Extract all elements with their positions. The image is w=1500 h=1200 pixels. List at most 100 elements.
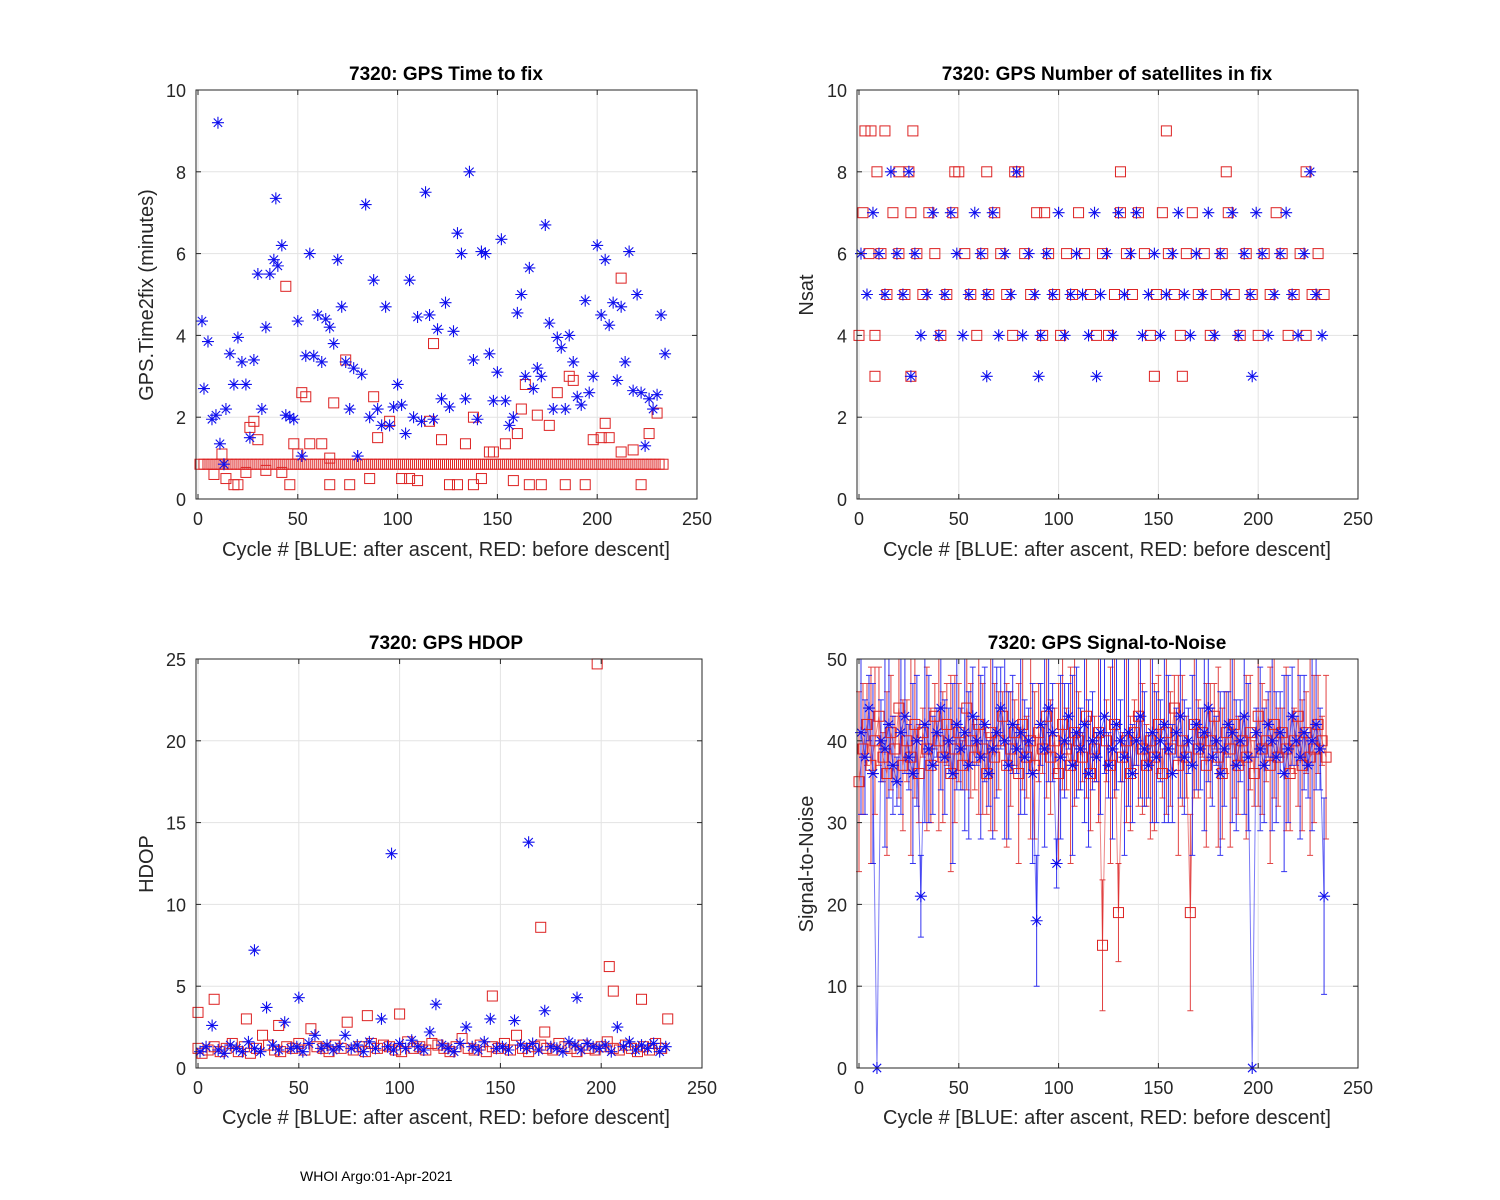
asterisk-point [351, 450, 364, 463]
asterisk-point [910, 734, 923, 747]
asterisk-point [251, 268, 264, 281]
square-point [296, 387, 308, 399]
asterisk-point [507, 411, 520, 424]
asterisk-point [243, 431, 256, 444]
asterisk-point [1184, 329, 1197, 342]
square-point [865, 125, 877, 137]
asterisk-point [467, 353, 480, 366]
asterisk-point [544, 1040, 557, 1053]
asterisk-point [475, 245, 488, 258]
asterisk-point [479, 247, 492, 260]
asterisk-point [302, 1037, 315, 1050]
asterisk-point [201, 335, 214, 348]
asterisk-point [431, 323, 444, 336]
y-tick-label: 6 [837, 245, 847, 265]
asterisk-point [944, 206, 957, 219]
x-tick-label: 50 [949, 509, 969, 529]
asterisk-point [930, 726, 943, 739]
asterisk-point [1158, 718, 1171, 731]
asterisk-point [978, 718, 991, 731]
square-point [220, 473, 232, 485]
series-before-descent [853, 702, 1332, 951]
square-point [361, 1010, 373, 1022]
asterisk-point [1222, 718, 1235, 731]
x-axis-label: Cycle # [BLUE: after ascent, RED: before… [883, 1107, 1331, 1129]
asterisk-point [1100, 247, 1113, 260]
asterisk-point [419, 186, 432, 199]
asterisk-point [499, 394, 512, 407]
asterisk-point [520, 1042, 533, 1055]
square-point [643, 428, 655, 440]
asterisk-point [331, 253, 344, 266]
axes-box [856, 658, 1359, 1069]
square-point [531, 409, 543, 421]
square-point [563, 370, 575, 382]
asterisk-point [267, 253, 280, 266]
square-point [1184, 907, 1196, 919]
axes-box [195, 658, 703, 1069]
square-point [208, 468, 220, 480]
asterisk-point [579, 294, 592, 307]
asterisk-point [902, 165, 915, 178]
asterisk-point [369, 1042, 382, 1055]
square-point [949, 166, 961, 178]
asterisk-point [1042, 702, 1055, 715]
asterisk-point [1038, 742, 1051, 755]
square-point [619, 1039, 631, 1051]
asterisk-point [1130, 206, 1143, 219]
square-point [607, 985, 619, 997]
asterisk-point [942, 734, 955, 747]
asterisk-point [427, 413, 440, 426]
square-point [1176, 370, 1188, 382]
asterisk-point [1266, 734, 1279, 747]
asterisk-point [447, 325, 460, 338]
asterisk-point [387, 400, 400, 413]
asterisk-point [950, 247, 963, 260]
asterisk-point [1206, 751, 1219, 764]
square-point [216, 448, 228, 460]
asterisk-point [998, 247, 1011, 260]
asterisk-point [559, 403, 572, 416]
asterisk-point [435, 392, 448, 405]
asterisk-point [1082, 329, 1095, 342]
square-point [426, 1037, 438, 1049]
asterisk-point [460, 1021, 473, 1034]
asterisk-point [1032, 370, 1045, 383]
asterisk-point [1058, 734, 1071, 747]
asterisk-point [854, 726, 867, 739]
asterisk-point [962, 759, 975, 772]
time-to-fix-chart: 7320: GPS Time to fix Cycle # [BLUE: aft… [136, 64, 712, 561]
square-point [567, 374, 579, 386]
asterisk-point [435, 1039, 448, 1052]
x-tick-label: 0 [854, 1078, 864, 1098]
asterisk-point [982, 767, 995, 780]
square-point [997, 710, 1009, 722]
square-point [615, 446, 627, 458]
square-point [507, 475, 519, 487]
asterisk-point [1258, 759, 1271, 772]
asterisk-point [1262, 718, 1275, 731]
chart-title: 7320: GPS Time to fix [349, 64, 543, 85]
asterisk-point [1220, 288, 1233, 301]
asterisk-point [1136, 329, 1149, 342]
asterisk-point [599, 1039, 612, 1052]
asterisk-point [503, 419, 516, 432]
asterisk-point [367, 274, 380, 287]
square-point [881, 768, 893, 780]
asterisk-point [269, 192, 282, 205]
asterisk-point [1134, 710, 1147, 723]
asterisk-point [918, 718, 931, 731]
square-point [644, 1044, 656, 1056]
square-point [1220, 166, 1232, 178]
asterisk-point [1196, 288, 1209, 301]
asterisk-point [878, 742, 891, 755]
asterisk-point [862, 702, 875, 715]
asterisk-point [639, 439, 652, 452]
asterisk-point [451, 227, 464, 240]
hdop-chart: 7320: GPS HDOP Cycle # [BLUE: after asce… [136, 633, 717, 1129]
asterisk-point [1022, 247, 1035, 260]
asterisk-point [1254, 742, 1267, 755]
asterisk-point [1010, 742, 1023, 755]
asterisk-point [1230, 759, 1243, 772]
square-point [404, 473, 416, 485]
